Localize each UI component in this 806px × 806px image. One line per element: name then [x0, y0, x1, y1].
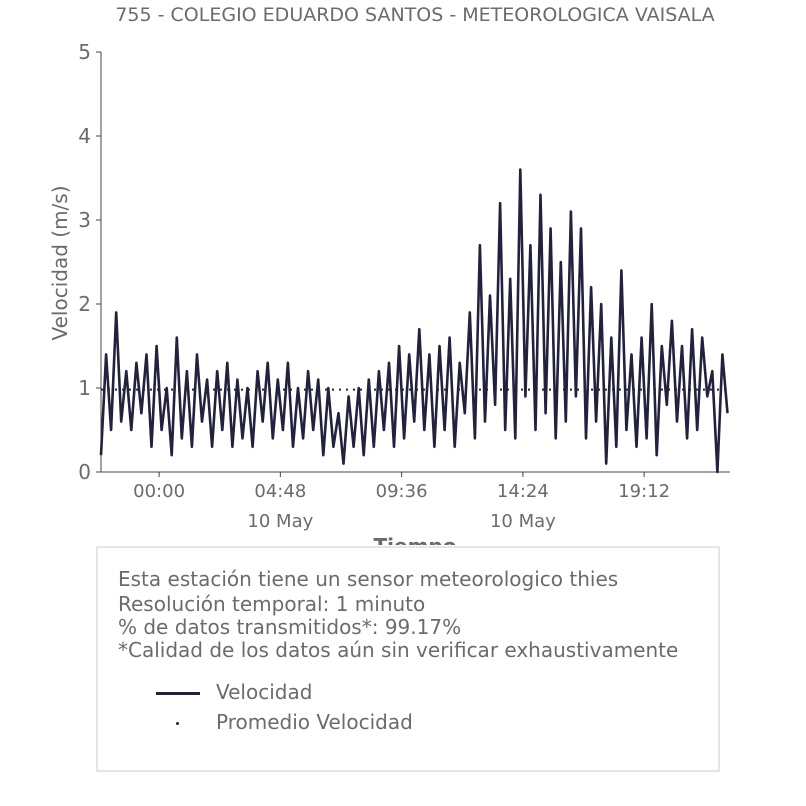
y-tick-label: 5 [78, 40, 91, 64]
axes: 0 1 2 3 4 5 00:00 04:48 10 May 09:36 14:24 10 May 19… [78, 40, 730, 532]
info-transmitted: % de datos transmitidos*: 99.17% [118, 615, 462, 639]
series-group [99, 168, 729, 474]
x-tick-date-label: 10 May [490, 511, 556, 532]
x-tick-label: 00:00 [133, 481, 185, 502]
y-tick-label: 0 [78, 460, 91, 484]
x-tick-label: 04:48 [254, 481, 306, 502]
x-tick-label: 19:12 [618, 481, 670, 502]
y-axis-label: Velocidad (m/s) [48, 185, 72, 340]
x-tick-label: 14:24 [497, 481, 549, 502]
velocidad-series-line [99, 168, 729, 474]
y-tick-label: 4 [78, 124, 91, 148]
info-station: Esta estación tiene un sensor meteorolog… [118, 567, 619, 591]
x-tick-label: 09:36 [376, 481, 428, 502]
y-tick-label: 3 [78, 208, 91, 232]
info-resolution: Resolución temporal: 1 minuto [118, 592, 426, 616]
info-quality: *Calidad de los datos aún sin verificar … [118, 638, 679, 662]
x-tick-date-label: 10 May [247, 511, 313, 532]
chart-title: 755 - COLEGIO EDUARDO SANTOS - METEOROLO… [115, 4, 714, 26]
legend-dot-swatch [176, 722, 179, 725]
legend-label-promedio: Promedio Velocidad [216, 710, 413, 734]
legend-label-velocidad: Velocidad [216, 680, 313, 704]
x-axis-label: Tiempo [374, 534, 457, 545]
legend-line-swatch [156, 692, 200, 695]
chart: 755 - COLEGIO EDUARDO SANTOS - METEOROLO… [48, 4, 730, 545]
info-box: Esta estación tiene un sensor meteorolog… [96, 546, 720, 772]
y-tick-label: 2 [78, 292, 91, 316]
y-tick-label: 1 [78, 376, 91, 400]
